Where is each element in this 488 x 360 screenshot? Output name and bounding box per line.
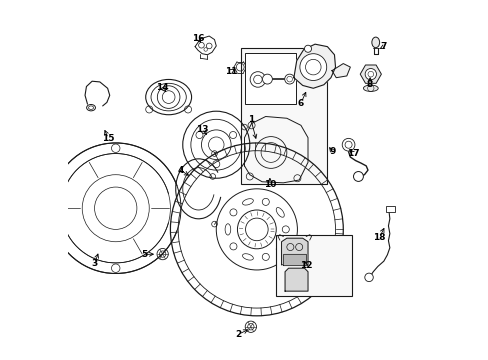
Text: 18: 18 xyxy=(373,233,385,242)
Polygon shape xyxy=(331,64,349,78)
Text: 2: 2 xyxy=(235,330,242,339)
Text: 11: 11 xyxy=(224,67,237,76)
Circle shape xyxy=(304,45,311,52)
Text: 13: 13 xyxy=(196,125,208,134)
Circle shape xyxy=(299,54,326,81)
Circle shape xyxy=(365,68,376,80)
Text: 8: 8 xyxy=(366,80,372,89)
Polygon shape xyxy=(285,268,307,291)
Text: 17: 17 xyxy=(346,149,359,158)
Text: 15: 15 xyxy=(102,134,114,143)
Ellipse shape xyxy=(363,85,377,91)
Polygon shape xyxy=(281,238,307,265)
Ellipse shape xyxy=(371,37,379,48)
Text: 6: 6 xyxy=(297,99,304,108)
Text: 10: 10 xyxy=(263,180,276,189)
Circle shape xyxy=(262,74,272,84)
Text: 16: 16 xyxy=(191,34,204,43)
Polygon shape xyxy=(283,254,305,265)
Bar xyxy=(241,48,327,184)
Circle shape xyxy=(353,171,363,181)
Text: 14: 14 xyxy=(156,83,169,92)
Text: 9: 9 xyxy=(329,147,335,156)
Polygon shape xyxy=(293,44,335,88)
Text: 1: 1 xyxy=(247,115,253,124)
Text: 7: 7 xyxy=(380,42,386,51)
Text: 12: 12 xyxy=(299,261,311,270)
Text: 3: 3 xyxy=(91,260,98,269)
Circle shape xyxy=(250,72,265,87)
Bar xyxy=(244,53,295,104)
Circle shape xyxy=(342,138,354,151)
Circle shape xyxy=(364,273,372,282)
Circle shape xyxy=(284,74,294,84)
Text: 4: 4 xyxy=(177,166,183,175)
Bar xyxy=(386,207,394,212)
Text: 5: 5 xyxy=(141,250,147,259)
Bar xyxy=(276,235,351,296)
